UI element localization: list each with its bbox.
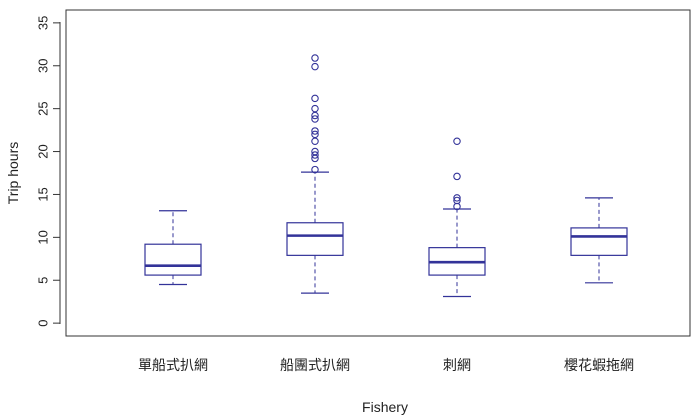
outlier-point <box>453 137 461 146</box>
outlier-point <box>311 94 319 103</box>
y-axis-title: Trip hours <box>5 142 21 205</box>
outlier-point <box>311 115 319 123</box>
outlier-point <box>311 54 319 62</box>
outlier-point <box>453 196 461 205</box>
iqr-box <box>570 227 628 256</box>
outlier-point <box>311 130 319 139</box>
iqr-box <box>144 243 202 276</box>
y-axis: 0 5 10 15 20 25 30 35 <box>35 16 60 327</box>
boxes-layer <box>144 54 628 298</box>
outlier-point <box>311 62 319 71</box>
x-tick-label: 單船式扒網 <box>138 357 208 373</box>
outlier-point <box>311 151 319 159</box>
y-tick-label: 0 <box>35 320 50 327</box>
box-group <box>286 54 344 294</box>
box-group <box>428 137 486 298</box>
y-tick-label: 15 <box>35 187 50 201</box>
x-tick-label: 船團式扒網 <box>280 357 350 373</box>
y-tick-label: 30 <box>35 59 50 73</box>
y-tick-label: 10 <box>35 230 50 244</box>
plot-frame <box>65 9 691 337</box>
x-tick-label: 櫻花蝦拖網 <box>564 357 634 373</box>
outlier-point <box>311 104 319 113</box>
x-axis-title: Fishery <box>362 399 408 415</box>
outlier-point <box>311 165 319 174</box>
y-tick-label: 35 <box>35 16 50 30</box>
outlier-point <box>453 172 461 181</box>
iqr-box <box>286 222 344 256</box>
outlier-point <box>311 147 319 156</box>
box-group <box>570 197 628 284</box>
y-tick-label: 25 <box>35 101 50 115</box>
y-tick-label: 20 <box>35 144 50 158</box>
box-group <box>144 210 202 286</box>
x-tick-label: 刺網 <box>443 357 471 373</box>
y-tick-label: 5 <box>35 277 50 284</box>
outlier-point <box>311 137 319 146</box>
x-tick-labels: 單船式扒網 船團式扒網 刺網 櫻花蝦拖網 <box>138 357 634 373</box>
outlier-point <box>311 127 319 135</box>
outlier-point <box>453 194 461 202</box>
